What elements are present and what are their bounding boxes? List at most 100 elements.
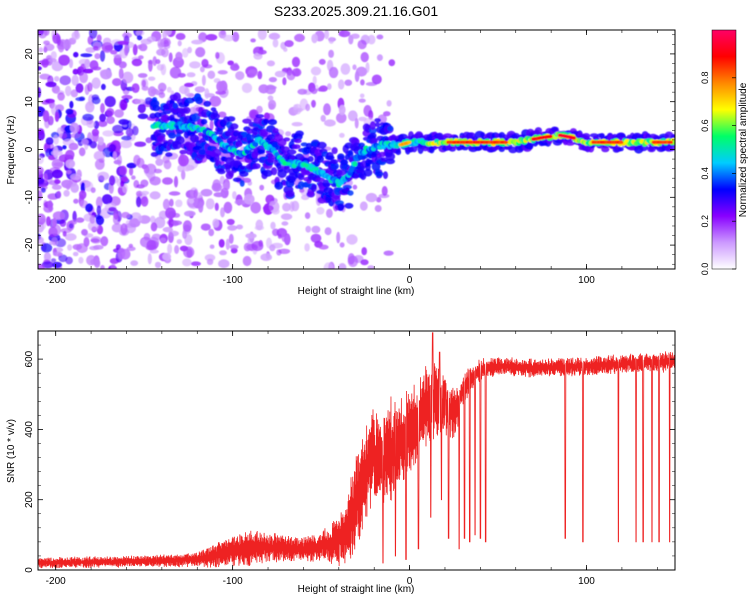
- spectrogram-cell: [87, 82, 93, 92]
- spectrogram-cell: [173, 176, 179, 188]
- spectrogram-cell: [100, 69, 112, 80]
- spectrogram-cell: [157, 82, 167, 92]
- spectrogram-cell: [45, 137, 54, 145]
- spectrogram-cell: [158, 92, 166, 99]
- spectrogram-cell: [47, 200, 53, 212]
- spectrogram-cell: [168, 132, 177, 139]
- spectrogram-cell: [54, 76, 60, 82]
- spectrogram-cell: [263, 112, 270, 120]
- spectrogram-cell: [143, 165, 150, 174]
- spectrogram-cell: [112, 151, 117, 160]
- snr-xtick-label: -100: [223, 576, 243, 587]
- spectrogram-cell: [124, 222, 136, 234]
- spectrogram-cell: [375, 122, 381, 128]
- spectrogram-cell: [90, 258, 100, 266]
- spectrogram-cell: [242, 118, 252, 124]
- spectrogram-cell: [226, 116, 236, 122]
- spectrogram-cell: [310, 87, 318, 95]
- spectrogram-cell: [359, 93, 365, 99]
- spectrogram-cell: [131, 83, 140, 93]
- spectrogram-cell: [330, 162, 339, 170]
- spectrogram-cell: [348, 34, 354, 45]
- snr-frame: [37, 330, 676, 571]
- spectrogram-cell: [198, 201, 204, 213]
- spectrogram-cell: [41, 58, 49, 68]
- spectrogram-cell: [179, 149, 188, 155]
- spectrogram-cell: [131, 58, 143, 67]
- spectrogram-cell: [324, 227, 332, 236]
- spectrogram-cell: [241, 82, 253, 94]
- spectrogram-cell: [112, 124, 124, 134]
- spectrogram-cell: [271, 208, 280, 215]
- spectrogram-cell: [315, 177, 325, 183]
- spectrogram-cell: [150, 215, 156, 224]
- spectrogram-cell: [38, 30, 44, 36]
- spectrogram-cell: [261, 128, 268, 138]
- spectrogram-cell: [73, 198, 79, 204]
- spectrogram-cell: [167, 243, 173, 255]
- spectrogram-cell: [226, 218, 235, 226]
- spectrogram-cell: [129, 166, 134, 176]
- spectrogram-cell: [388, 59, 396, 67]
- spectrogram-cell: [357, 39, 367, 50]
- spectrogram-cell: [100, 265, 105, 269]
- spectrogram-cell: [38, 177, 45, 184]
- spectrogram-cell: [383, 111, 391, 117]
- spectrogram-cell: [113, 159, 122, 165]
- spectrogram-cell: [548, 134, 553, 139]
- spectrogram-cell: [51, 237, 58, 247]
- snr-xtick-label: -200: [46, 576, 66, 587]
- spectrogram-cell: [571, 136, 576, 140]
- spectrogram-cell: [87, 220, 99, 232]
- spectrogram-cell: [218, 111, 227, 118]
- spectrogram-cell: [369, 121, 376, 130]
- spectrogram-cell: [65, 85, 72, 97]
- spectrogram-cell: [360, 259, 369, 266]
- spectrogram-cell: [230, 63, 240, 71]
- spectrogram-cell: [232, 130, 239, 137]
- spectrogram-cell: [304, 163, 309, 168]
- spectrogram-ytick-label: 10: [24, 96, 35, 108]
- spectrogram-cell: [338, 79, 345, 90]
- spectrogram-cell: [62, 230, 67, 237]
- spectrogram-cell: [259, 184, 265, 191]
- spectrogram-cell: [162, 252, 172, 261]
- spectrogram-cell: [70, 89, 79, 98]
- spectrogram-cell: [63, 189, 70, 197]
- spectrogram-cell: [243, 194, 255, 205]
- spectrogram-cell: [601, 146, 610, 153]
- spectrogram-cell: [57, 92, 65, 101]
- spectrogram-cell: [239, 179, 245, 187]
- spectrogram-cell: [236, 224, 244, 230]
- spectrogram-cell: [81, 229, 88, 236]
- spectrogram-cell: [78, 147, 86, 157]
- spectrogram-cell: [286, 149, 297, 155]
- spectrogram-cell: [195, 96, 204, 105]
- spectrogram-cell: [159, 237, 167, 243]
- spectrogram-cell: [108, 175, 116, 186]
- spectrogram-cell: [48, 58, 57, 63]
- colorbar-gradient: [712, 30, 736, 269]
- spectrogram-cell: [59, 75, 71, 86]
- spectrogram-cell: [282, 77, 287, 86]
- colorbar-tick-label: 0.0: [700, 263, 710, 276]
- spectrogram-cell: [119, 248, 131, 260]
- spectrogram-cell: [85, 101, 95, 113]
- spectrogram-cell: [113, 209, 119, 220]
- spectrogram-cell: [274, 70, 286, 78]
- spectrogram-cell: [189, 134, 199, 143]
- spectrogram-cell: [320, 114, 326, 122]
- spectrogram-cell: [132, 125, 139, 136]
- spectrogram-cell: [93, 150, 106, 161]
- spectrogram-cell: [161, 47, 169, 58]
- spectrogram-cell: [374, 205, 382, 212]
- spectrogram-cell: [215, 52, 220, 59]
- spectrogram-cell: [50, 258, 57, 263]
- snr-xtick-label: 0: [407, 576, 413, 587]
- spectrogram-ytick-label: 0: [24, 146, 35, 152]
- spectrogram-cell: [97, 136, 104, 146]
- spectrogram-cell: [118, 119, 130, 125]
- spectrogram-cell: [325, 155, 335, 161]
- spectrogram-cell: [121, 94, 133, 100]
- spectrogram-cell: [165, 152, 173, 158]
